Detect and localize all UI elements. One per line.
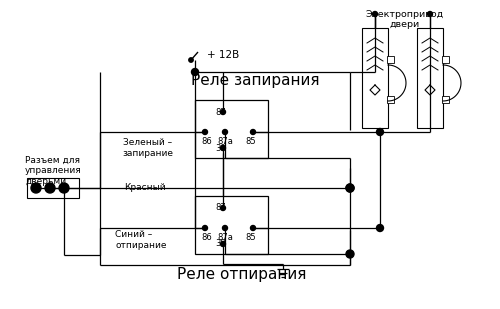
Text: 85: 85 <box>246 232 256 242</box>
Circle shape <box>192 69 198 75</box>
Circle shape <box>31 183 41 193</box>
Circle shape <box>428 11 432 16</box>
Text: 86: 86 <box>202 232 212 242</box>
Text: Разъем для
управления
дверьми: Разъем для управления дверьми <box>25 156 82 186</box>
Bar <box>417 28 443 128</box>
Text: + 12В: + 12В <box>207 50 240 60</box>
Circle shape <box>220 242 226 247</box>
Circle shape <box>250 226 256 231</box>
Circle shape <box>45 183 55 193</box>
Circle shape <box>222 226 228 231</box>
Bar <box>442 56 449 63</box>
Bar <box>387 96 394 103</box>
Circle shape <box>220 205 226 210</box>
Text: Синий –
отпирание: Синий – отпирание <box>115 230 166 250</box>
Circle shape <box>376 225 384 231</box>
Bar <box>27 178 79 198</box>
Circle shape <box>222 129 228 134</box>
Text: Красный: Красный <box>124 184 166 193</box>
Circle shape <box>202 129 207 134</box>
Circle shape <box>346 184 354 192</box>
Bar <box>387 56 394 63</box>
Circle shape <box>189 58 193 62</box>
Circle shape <box>59 183 69 193</box>
Circle shape <box>202 226 207 231</box>
Circle shape <box>372 11 378 16</box>
Text: Реле отпирания: Реле отпирания <box>178 268 306 282</box>
Text: 87: 87 <box>215 204 226 213</box>
Bar <box>195 196 268 254</box>
Text: 87: 87 <box>215 108 226 116</box>
Circle shape <box>220 146 226 150</box>
Text: 86: 86 <box>202 137 212 146</box>
Text: Реле запирания: Реле запирания <box>191 73 320 87</box>
Circle shape <box>346 184 354 192</box>
Circle shape <box>346 250 354 258</box>
Bar <box>362 28 388 128</box>
Text: Электропривод
двери: Электропривод двери <box>366 10 444 29</box>
Text: 87а: 87а <box>217 137 233 146</box>
Text: 30: 30 <box>215 143 226 153</box>
Bar <box>442 96 449 103</box>
Circle shape <box>250 129 256 134</box>
Text: 30: 30 <box>215 239 226 248</box>
Bar <box>195 100 268 158</box>
Circle shape <box>376 129 384 136</box>
Text: 87а: 87а <box>217 232 233 242</box>
Text: 85: 85 <box>246 137 256 146</box>
Text: Зеленый –
запирание: Зеленый – запирание <box>122 138 174 158</box>
Circle shape <box>220 109 226 115</box>
